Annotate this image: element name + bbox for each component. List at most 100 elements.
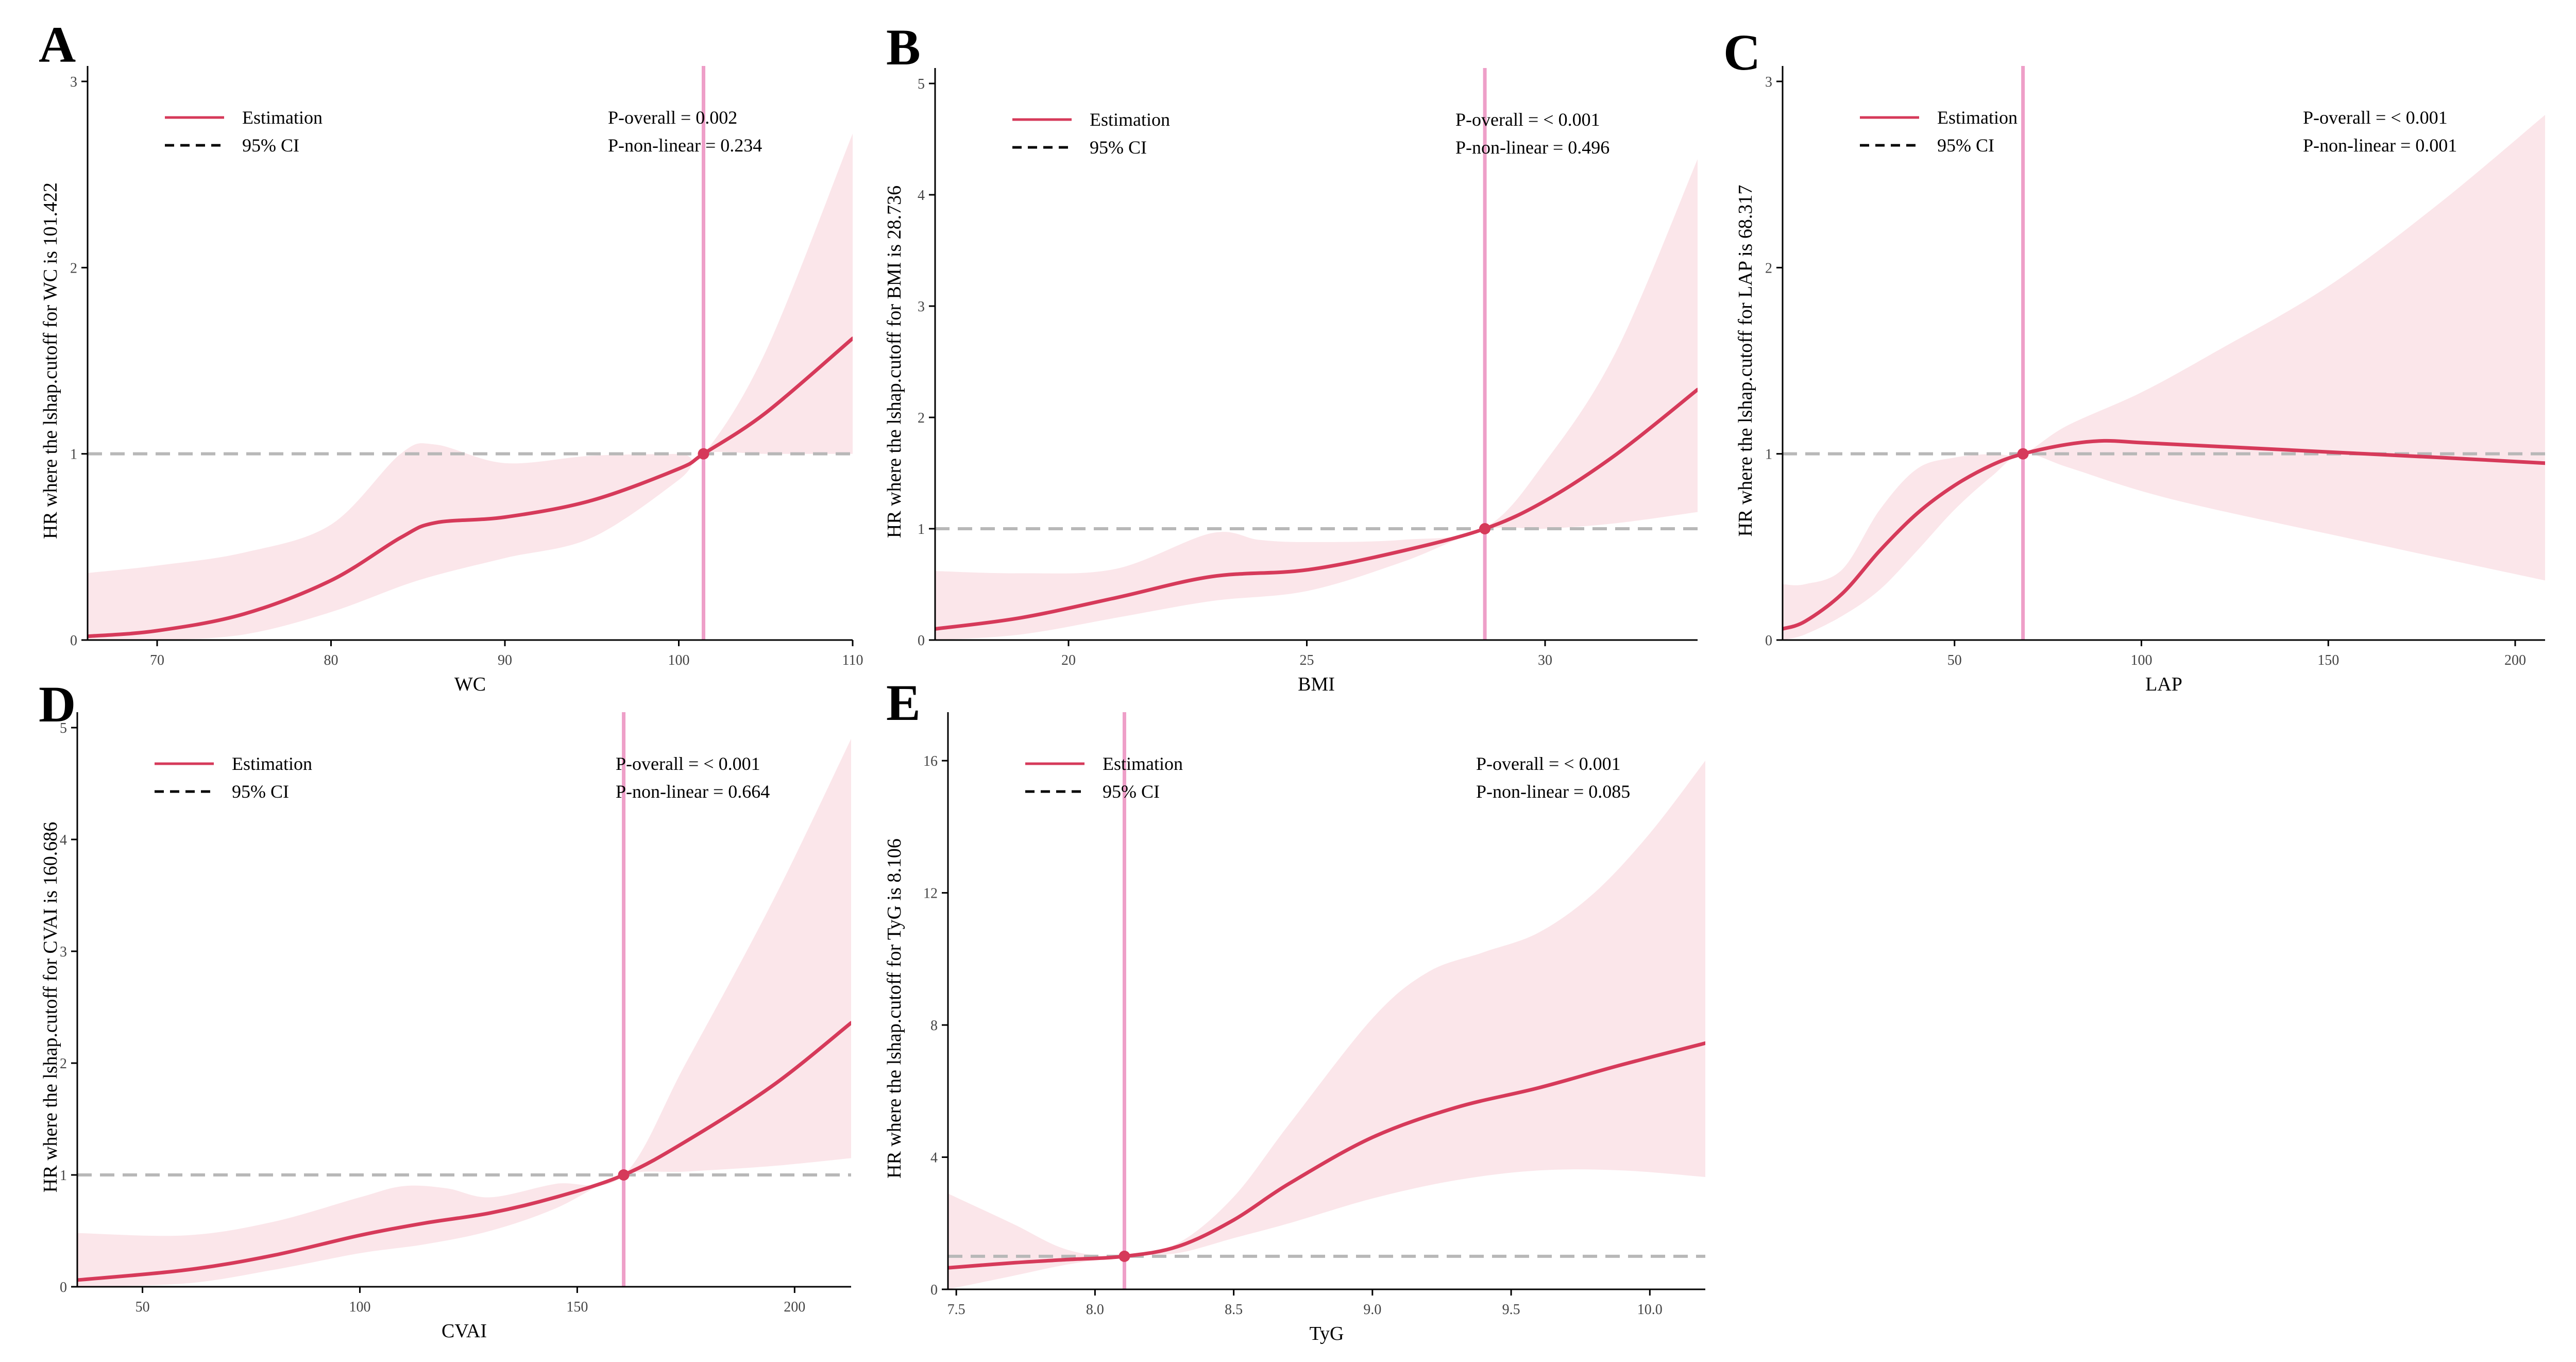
p-nonlinear-text: P-non-linear = 0.664 (616, 781, 770, 802)
x-tick-label: 50 (1947, 652, 1962, 668)
estimation-line (948, 1041, 1705, 1270)
p-overall-text: P-overall = < 0.001 (1476, 753, 1621, 774)
cutoff-point (1118, 1250, 1130, 1262)
y-axis-title: HR where the lshap.cutoff for WC is 101.… (40, 182, 61, 539)
y-tick-label: 1 (60, 1168, 67, 1184)
panel-label: A (39, 16, 76, 73)
p-overall-text: P-overall = < 0.001 (2303, 107, 2448, 128)
cutoff-point (698, 448, 709, 460)
x-tick-label: 10.0 (1637, 1302, 1663, 1318)
y-tick-label: 0 (1765, 633, 1772, 649)
y-tick-label: 8 (930, 1018, 938, 1034)
x-tick-label: 50 (135, 1299, 150, 1315)
plot-area (1783, 115, 2545, 640)
legend-estimation-label: Estimation (1103, 753, 1183, 774)
ci-band (88, 133, 853, 640)
y-tick-label: 1 (1765, 447, 1772, 463)
legend-estimation-label: Estimation (1937, 107, 2018, 128)
y-axis-title: HR where the lshap.cutoff for TyG is 8.1… (884, 838, 905, 1179)
x-tick-label: 7.5 (947, 1302, 965, 1318)
estimation-line (77, 1021, 851, 1282)
chart-panel-c: 0 1 2 3 50 100 150 200 LAP HR where the lshap.cut… (1723, 24, 2545, 695)
y-tick-label: 12 (923, 886, 938, 902)
y-tick-label: 0 (930, 1282, 938, 1298)
y-tick-label: 0 (918, 633, 925, 649)
y-tick-label: 3 (60, 944, 67, 960)
y-tick-label: 3 (70, 74, 77, 90)
y-tick-label: 4 (930, 1150, 938, 1166)
y-axis-title: HR where the lshap.cutoff for BMI is 28.… (884, 186, 905, 538)
legend-ci-label: 95% CI (1090, 137, 1147, 158)
x-tick-label: 70 (150, 652, 164, 668)
y-tick-label: 3 (918, 299, 925, 315)
legend-ci-label: 95% CI (242, 135, 299, 156)
p-overall-text: P-overall = < 0.001 (1455, 109, 1600, 130)
x-tick-label: 20 (1061, 652, 1076, 668)
p-overall-text: P-overall = 0.002 (608, 107, 737, 128)
x-tick-label: 9.5 (1502, 1302, 1520, 1318)
y-tick-label: 5 (60, 720, 67, 736)
x-tick-label: 150 (2317, 652, 2339, 668)
legend-ci-label: 95% CI (1937, 135, 1994, 156)
p-nonlinear-text: P-non-linear = 0.234 (608, 135, 762, 156)
x-tick-label: 110 (842, 652, 863, 668)
estimation-line (935, 388, 1698, 631)
y-axis-title: HR where the lshap.cutoff for CVAI is 16… (40, 822, 61, 1192)
x-axis-title: TyG (1309, 1323, 1344, 1344)
cutoff-point (2017, 448, 2029, 460)
panel-label: D (39, 676, 76, 733)
panel-label: E (886, 674, 921, 731)
x-tick-label: 100 (349, 1299, 370, 1315)
legend-estimation-label: Estimation (242, 107, 323, 128)
y-tick-label: 3 (1765, 74, 1772, 90)
x-tick-label: 100 (668, 652, 690, 668)
cutoff-point (618, 1169, 630, 1181)
x-axis-title: CVAI (442, 1320, 487, 1342)
panel-label: C (1723, 24, 1760, 81)
plot-area (88, 133, 853, 640)
x-tick-label: 25 (1300, 652, 1314, 668)
y-tick-label: 2 (60, 1056, 67, 1072)
legend-ci-label: 95% CI (232, 781, 289, 802)
estimation-line (1783, 439, 2545, 631)
y-tick-label: 2 (1765, 260, 1772, 276)
y-tick-label: 0 (60, 1280, 67, 1296)
y-axis-title: HR where the lshap.cutoff for LAP is 68.… (1735, 185, 1756, 537)
x-tick-label: 9.0 (1363, 1302, 1381, 1318)
x-tick-label: 80 (324, 652, 338, 668)
x-axis-title: BMI (1298, 674, 1335, 695)
y-tick-label: 1 (918, 522, 925, 537)
p-nonlinear-text: P-non-linear = 0.001 (2303, 135, 2457, 156)
x-tick-label: 100 (2130, 652, 2152, 668)
x-axis-title: WC (454, 674, 486, 695)
cutoff-point (1479, 523, 1491, 534)
y-tick-label: 16 (923, 753, 938, 769)
x-tick-label: 200 (2504, 652, 2526, 668)
y-tick-label: 5 (918, 76, 925, 92)
ci-band (948, 761, 1705, 1289)
x-tick-label: 8.0 (1086, 1302, 1104, 1318)
panel-label: B (886, 19, 921, 76)
p-nonlinear-text: P-non-linear = 0.085 (1476, 781, 1630, 802)
legend-ci-label: 95% CI (1103, 781, 1160, 802)
chart-panel-d: 0 1 2 3 4 5 50 100 150 200 CVAI HR where the lshap.… (39, 676, 851, 1342)
p-overall-text: P-overall = < 0.001 (616, 753, 760, 774)
y-tick-label: 4 (918, 188, 925, 204)
y-tick-label: 0 (70, 633, 77, 649)
x-tick-label: 150 (566, 1299, 588, 1315)
plot-area (948, 761, 1705, 1289)
estimation-line (88, 337, 853, 638)
y-tick-label: 1 (70, 447, 77, 463)
y-tick-label: 2 (918, 410, 925, 426)
x-tick-label: 90 (498, 652, 512, 668)
y-tick-label: 2 (70, 260, 77, 276)
plot-area (935, 159, 1698, 640)
x-axis-title: LAP (2145, 674, 2182, 695)
ci-band (77, 738, 851, 1287)
ci-band (1783, 115, 2545, 640)
chart-panel-b: 0 1 2 3 4 5 20 25 30 BMI HR where the lshap.cutoff… (884, 19, 1698, 695)
chart-panel-a: 0 1 2 3 70 80 90 100 110 WC HR where the lshap.cut… (39, 16, 863, 695)
p-nonlinear-text: P-non-linear = 0.496 (1455, 137, 1609, 158)
chart-panel-e: 0 4 8 12 16 7.5 8.0 8.5 9.0 9.5 10.0 TyG HR where th… (884, 674, 1705, 1344)
